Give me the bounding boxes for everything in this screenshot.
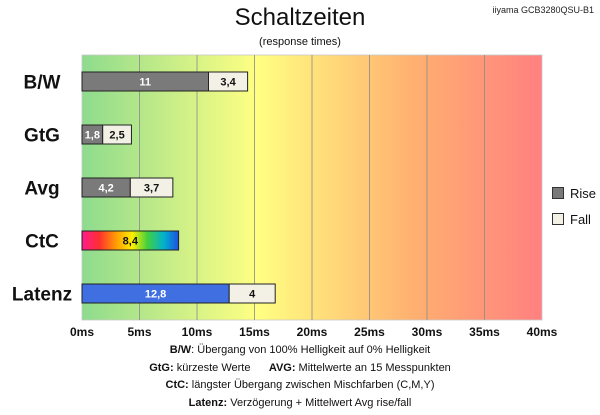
footnote-term: Latenz:	[188, 396, 228, 409]
footnote-text: längster Übergang zwischen Mischfarben (…	[188, 379, 435, 391]
legend-label-fall: Fall	[570, 211, 591, 227]
legend-swatch-fall	[552, 213, 564, 225]
chart-subtitle: (response times)	[259, 36, 341, 48]
bar-fall	[208, 71, 249, 92]
x-tick-label: 15ms	[239, 325, 270, 339]
bar-rise-label: 8,4	[123, 236, 139, 248]
x-tick-label: 0ms	[70, 325, 94, 339]
footnote-term: AVG:	[268, 361, 296, 374]
footnote-text: Mittelwerte an 15 Messpunkten	[295, 361, 451, 374]
footnote-line: CtC: längster Übergang zwischen Mischfar…	[0, 377, 600, 395]
legend-label-rise: Rise	[570, 185, 597, 201]
bar-fall-label: 4	[249, 289, 256, 301]
bar-rise-label: 4,2	[99, 183, 114, 195]
category-label: B/W	[24, 73, 61, 94]
footnote-term: CtC:	[165, 379, 189, 391]
legend-swatch-rise	[552, 187, 564, 199]
legend: Rise Fall	[552, 180, 596, 232]
category-label: Latenz	[12, 285, 72, 306]
x-tick-label: 25ms	[354, 325, 385, 339]
x-tick-label: 40ms	[527, 325, 558, 339]
bar-rise-label: 11	[139, 77, 151, 89]
footnote-term: B/W	[169, 344, 192, 356]
x-tick-label: 20ms	[297, 325, 328, 339]
bar-fall-label: 3,7	[144, 183, 159, 195]
legend-item-fall: Fall	[552, 206, 596, 232]
monitor-model-label: iiyama GCB3280QSU-B1	[492, 5, 594, 15]
bar-fall	[102, 124, 132, 145]
bar-rise-label: 12,8	[145, 289, 166, 301]
footnote-line: GtG: kürzeste Werte AVG: Mittelwerte an …	[0, 360, 600, 378]
footnote-text: Verzögerung + Mittelwert Avg rise/fall	[227, 396, 412, 409]
bar-fall	[129, 177, 174, 198]
footnote-text: kürzeste Werte	[173, 361, 251, 374]
chart-title: Schaltzeiten	[234, 4, 366, 31]
bar-fall-label: 3,4	[220, 77, 236, 89]
bar-fall	[228, 283, 276, 304]
legend-item-rise: Rise	[552, 180, 596, 206]
bar-rise-label: 1,8	[85, 130, 100, 142]
x-tick-label: 10ms	[182, 325, 213, 339]
footnote-term: GtG:	[149, 361, 174, 374]
category-label: GtG	[24, 126, 60, 147]
x-tick-label: 30ms	[412, 325, 443, 339]
x-tick-label: 5ms	[127, 325, 151, 339]
footnote-line: B/W: Übergang von 100% Helligkeit auf 0%…	[0, 342, 600, 360]
footnote-text: : Übergang von 100% Helligkeit auf 0% He…	[191, 344, 431, 356]
x-tick-label: 35ms	[469, 325, 500, 339]
footnotes: B/W: Übergang von 100% Helligkeit auf 0%…	[0, 342, 600, 412]
bar-rise	[81, 230, 180, 251]
bar-fall-label: 2,5	[109, 130, 124, 142]
footnote-line: Latenz: Verzögerung + Mittelwert Avg ris…	[0, 395, 600, 413]
category-label: CtC	[25, 232, 59, 253]
category-label: Avg	[24, 179, 59, 200]
